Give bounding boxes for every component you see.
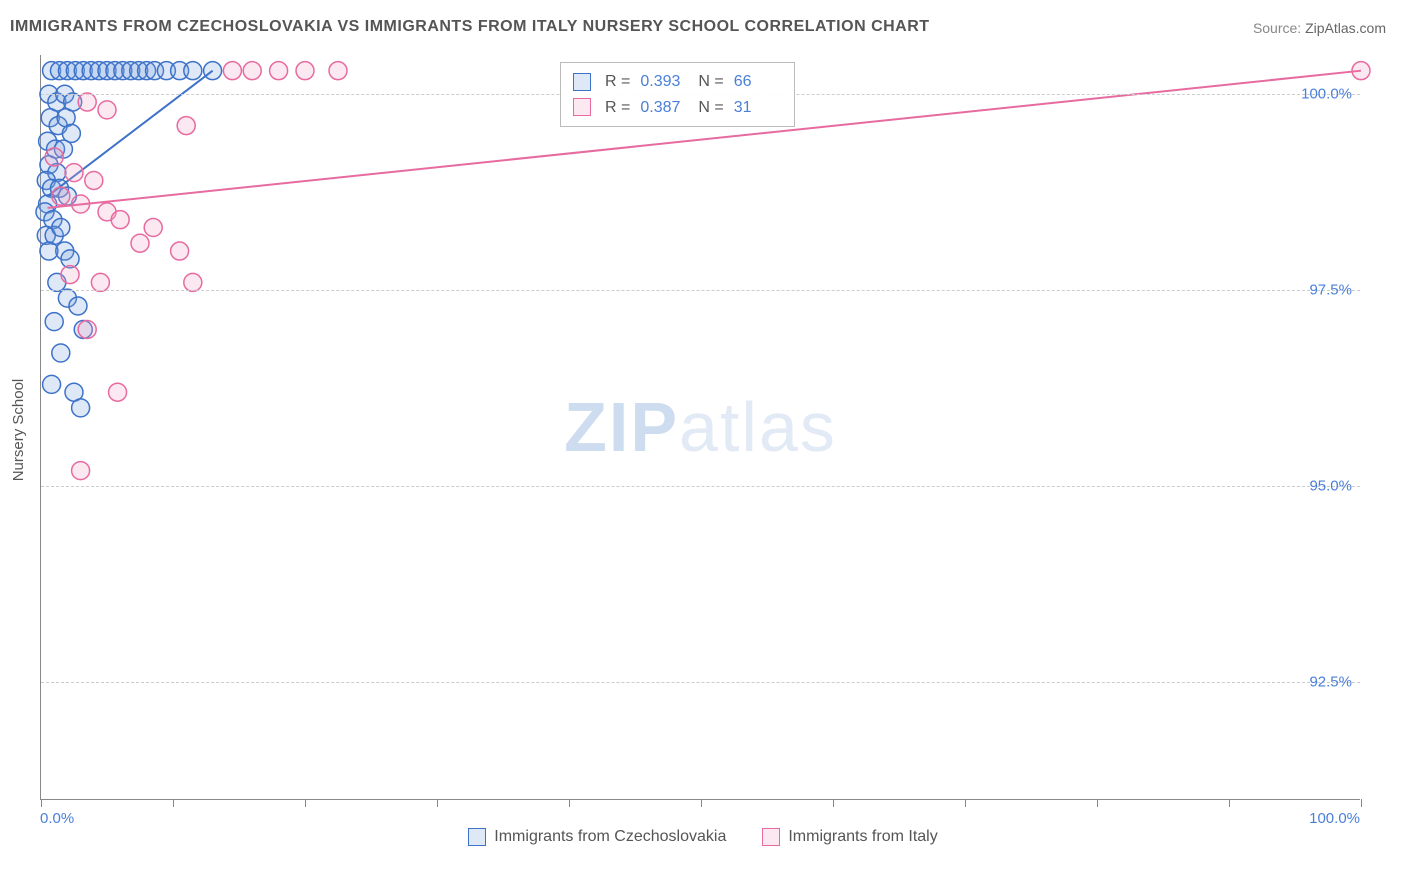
stats-row-czech: R = 0.393 N = 66: [573, 69, 782, 95]
legend-swatch-italy: [762, 828, 780, 846]
y-tick-label: 100.0%: [1301, 86, 1352, 103]
data-point-italy: [109, 383, 127, 401]
data-point-czech: [45, 313, 63, 331]
data-point-czech: [184, 62, 202, 80]
y-tick-label: 95.0%: [1309, 478, 1352, 495]
data-point-italy: [296, 62, 314, 80]
data-point-italy: [171, 242, 189, 260]
gridline: [41, 290, 1360, 291]
data-point-italy: [65, 164, 83, 182]
plot-area: ZIPatlas 92.5%95.0%97.5%100.0%: [40, 55, 1360, 800]
n-label: N =: [698, 69, 723, 95]
r-label: R =: [605, 95, 630, 121]
x-tick: [305, 799, 306, 807]
data-point-italy: [184, 273, 202, 291]
data-point-italy: [78, 93, 96, 111]
data-point-italy: [144, 219, 162, 237]
x-tick: [701, 799, 702, 807]
data-point-czech: [52, 219, 70, 237]
x-tick: [41, 799, 42, 807]
stats-row-italy: R = 0.387 N = 31: [573, 95, 782, 121]
swatch-italy: [573, 98, 591, 116]
n-value: 31: [734, 95, 782, 121]
legend-label: Immigrants from Czechoslovakia: [494, 828, 726, 846]
data-point-italy: [131, 234, 149, 252]
data-point-italy: [72, 462, 90, 480]
x-tick: [833, 799, 834, 807]
data-point-italy: [329, 62, 347, 80]
y-tick-label: 92.5%: [1309, 674, 1352, 691]
data-point-italy: [91, 273, 109, 291]
data-point-italy: [52, 187, 70, 205]
x-tick: [1097, 799, 1098, 807]
data-point-italy: [78, 320, 96, 338]
correlation-stats-box: R = 0.393 N = 66 R = 0.387 N = 31: [560, 62, 795, 127]
x-axis-min-label: 0.0%: [40, 810, 74, 827]
legend-label: Immigrants from Italy: [788, 828, 937, 846]
x-tick: [1361, 799, 1362, 807]
gridline: [41, 486, 1360, 487]
data-point-czech: [52, 344, 70, 362]
data-point-czech: [43, 375, 61, 393]
r-value: 0.393: [640, 69, 688, 95]
source-label: Source:: [1253, 20, 1305, 36]
data-point-italy: [61, 266, 79, 284]
legend-item-italy: Immigrants from Italy: [762, 828, 937, 846]
chart-title: IMMIGRANTS FROM CZECHOSLOVAKIA VS IMMIGR…: [10, 18, 930, 36]
data-point-italy: [45, 148, 63, 166]
data-point-czech: [69, 297, 87, 315]
data-point-italy: [98, 101, 116, 119]
plot-svg: [41, 55, 1360, 799]
x-tick: [173, 799, 174, 807]
x-tick: [569, 799, 570, 807]
data-point-italy: [243, 62, 261, 80]
legend-item-czech: Immigrants from Czechoslovakia: [468, 828, 726, 846]
legend-swatch-czech: [468, 828, 486, 846]
data-point-italy: [270, 62, 288, 80]
y-tick-label: 97.5%: [1309, 282, 1352, 299]
x-tick: [965, 799, 966, 807]
data-point-italy: [85, 171, 103, 189]
x-tick: [1229, 799, 1230, 807]
gridline: [41, 682, 1360, 683]
data-point-czech: [72, 399, 90, 417]
r-label: R =: [605, 69, 630, 95]
source-attribution: Source: ZipAtlas.com: [1253, 20, 1386, 36]
x-axis-max-label: 100.0%: [1309, 810, 1360, 827]
data-point-italy: [223, 62, 241, 80]
legend: Immigrants from Czechoslovakia Immigrants…: [0, 828, 1406, 851]
source-value: ZipAtlas.com: [1305, 20, 1386, 36]
swatch-czech: [573, 73, 591, 91]
x-tick: [437, 799, 438, 807]
n-label: N =: [698, 95, 723, 121]
y-axis-title: Nursery School: [10, 379, 27, 482]
r-value: 0.387: [640, 95, 688, 121]
data-point-italy: [177, 117, 195, 135]
data-point-italy: [111, 211, 129, 229]
n-value: 66: [734, 69, 782, 95]
